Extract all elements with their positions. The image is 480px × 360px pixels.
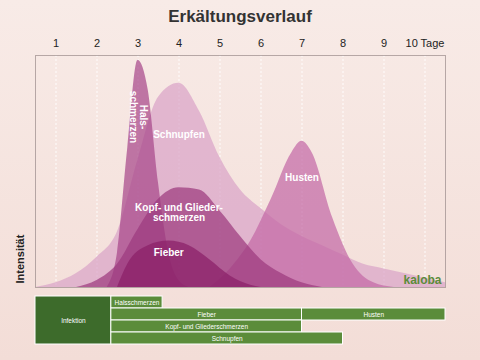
svg-text:Infektion: Infektion: [61, 317, 86, 324]
svg-text:Halsschmerzen: Halsschmerzen: [115, 299, 160, 306]
svg-text:kaloba: kaloba: [403, 273, 441, 287]
svg-text:3: 3: [135, 37, 141, 49]
svg-text:6: 6: [258, 37, 264, 49]
svg-text:Kopf- und Glieder-schmerzen: Kopf- und Glieder-schmerzen: [135, 202, 223, 223]
svg-text:Hals-schmerzen: Hals-schmerzen: [128, 91, 149, 143]
svg-text:Schnupfen: Schnupfen: [153, 129, 205, 140]
svg-text:4: 4: [176, 37, 182, 49]
svg-text:Fieber: Fieber: [154, 247, 184, 258]
svg-text:Husten: Husten: [363, 311, 384, 318]
svg-text:Schnupfen: Schnupfen: [212, 335, 243, 343]
html-text:Erkältungsverlauf: Erkältungsverlauf: [168, 7, 312, 26]
svg-text:5: 5: [217, 37, 223, 49]
svg-text:Husten: Husten: [285, 172, 319, 183]
svg-text:8: 8: [340, 37, 346, 49]
svg-text:1: 1: [53, 37, 59, 49]
svg-text:10 Tage: 10 Tage: [406, 37, 445, 49]
svg-text:Fieber: Fieber: [197, 311, 216, 318]
svg-text:Kopf- und Gliederschmerzen: Kopf- und Gliederschmerzen: [165, 323, 248, 331]
svg-text:Intensität: Intensität: [14, 234, 26, 283]
svg-text:2: 2: [94, 37, 100, 49]
svg-text:7: 7: [299, 37, 305, 49]
svg-text:9: 9: [381, 37, 387, 49]
